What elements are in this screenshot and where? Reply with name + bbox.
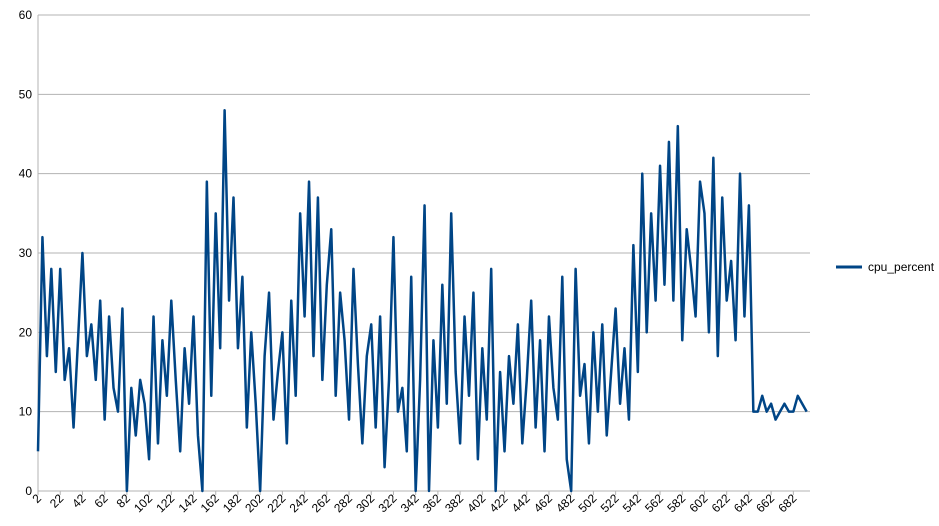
y-tick-label: 10 [19,405,33,419]
x-tick-label: 582 [664,491,688,515]
x-tick-label: 42 [69,491,89,511]
x-tick-label: 82 [114,491,134,511]
y-tick-label: 50 [19,87,33,101]
x-tick-label: 642 [731,491,755,515]
x-tick-label: 502 [575,491,599,515]
y-tick-label: 20 [19,325,33,339]
data-line [36,108,808,493]
x-tick-label: 322 [376,491,400,515]
x-tick-label: 22 [47,491,67,511]
x-tick-label: 262 [309,491,333,515]
x-tick-label: 522 [598,491,622,515]
x-tick-label: 162 [198,491,222,515]
x-tick-label: 302 [353,491,377,515]
x-tick-label: 2 [29,491,44,506]
legend-label: cpu_percent [868,260,935,274]
x-tick-label: 242 [287,491,311,515]
y-tick-label: 40 [19,167,33,181]
x-tick-label: 622 [709,491,733,515]
x-tick-label: 62 [91,491,111,511]
x-tick-label: 382 [442,491,466,515]
x-tick-label: 282 [331,491,355,515]
x-tick-label: 422 [487,491,511,515]
y-tick-label: 0 [25,484,32,498]
x-tick-label: 482 [553,491,577,515]
x-tick-label: 122 [153,491,177,515]
x-tick-label: 442 [509,491,533,515]
x-tick-label: 362 [420,491,444,515]
y-tick-label: 60 [19,8,33,22]
x-tick-label: 542 [620,491,644,515]
x-tick-label: 562 [642,491,666,515]
x-tick-label: 182 [220,491,244,515]
x-tick-label: 602 [687,491,711,515]
x-tick-label: 202 [242,491,266,515]
x-tick-label: 102 [131,491,155,515]
x-tick-label: 142 [176,491,200,515]
x-tick-label: 662 [753,491,777,515]
x-tick-label: 342 [398,491,422,515]
x-tick-label: 462 [531,491,555,515]
x-tick-label: 682 [775,491,799,515]
x-tick-label: 402 [464,491,488,515]
y-tick-label: 30 [19,246,33,260]
x-tick-label: 222 [264,491,288,515]
